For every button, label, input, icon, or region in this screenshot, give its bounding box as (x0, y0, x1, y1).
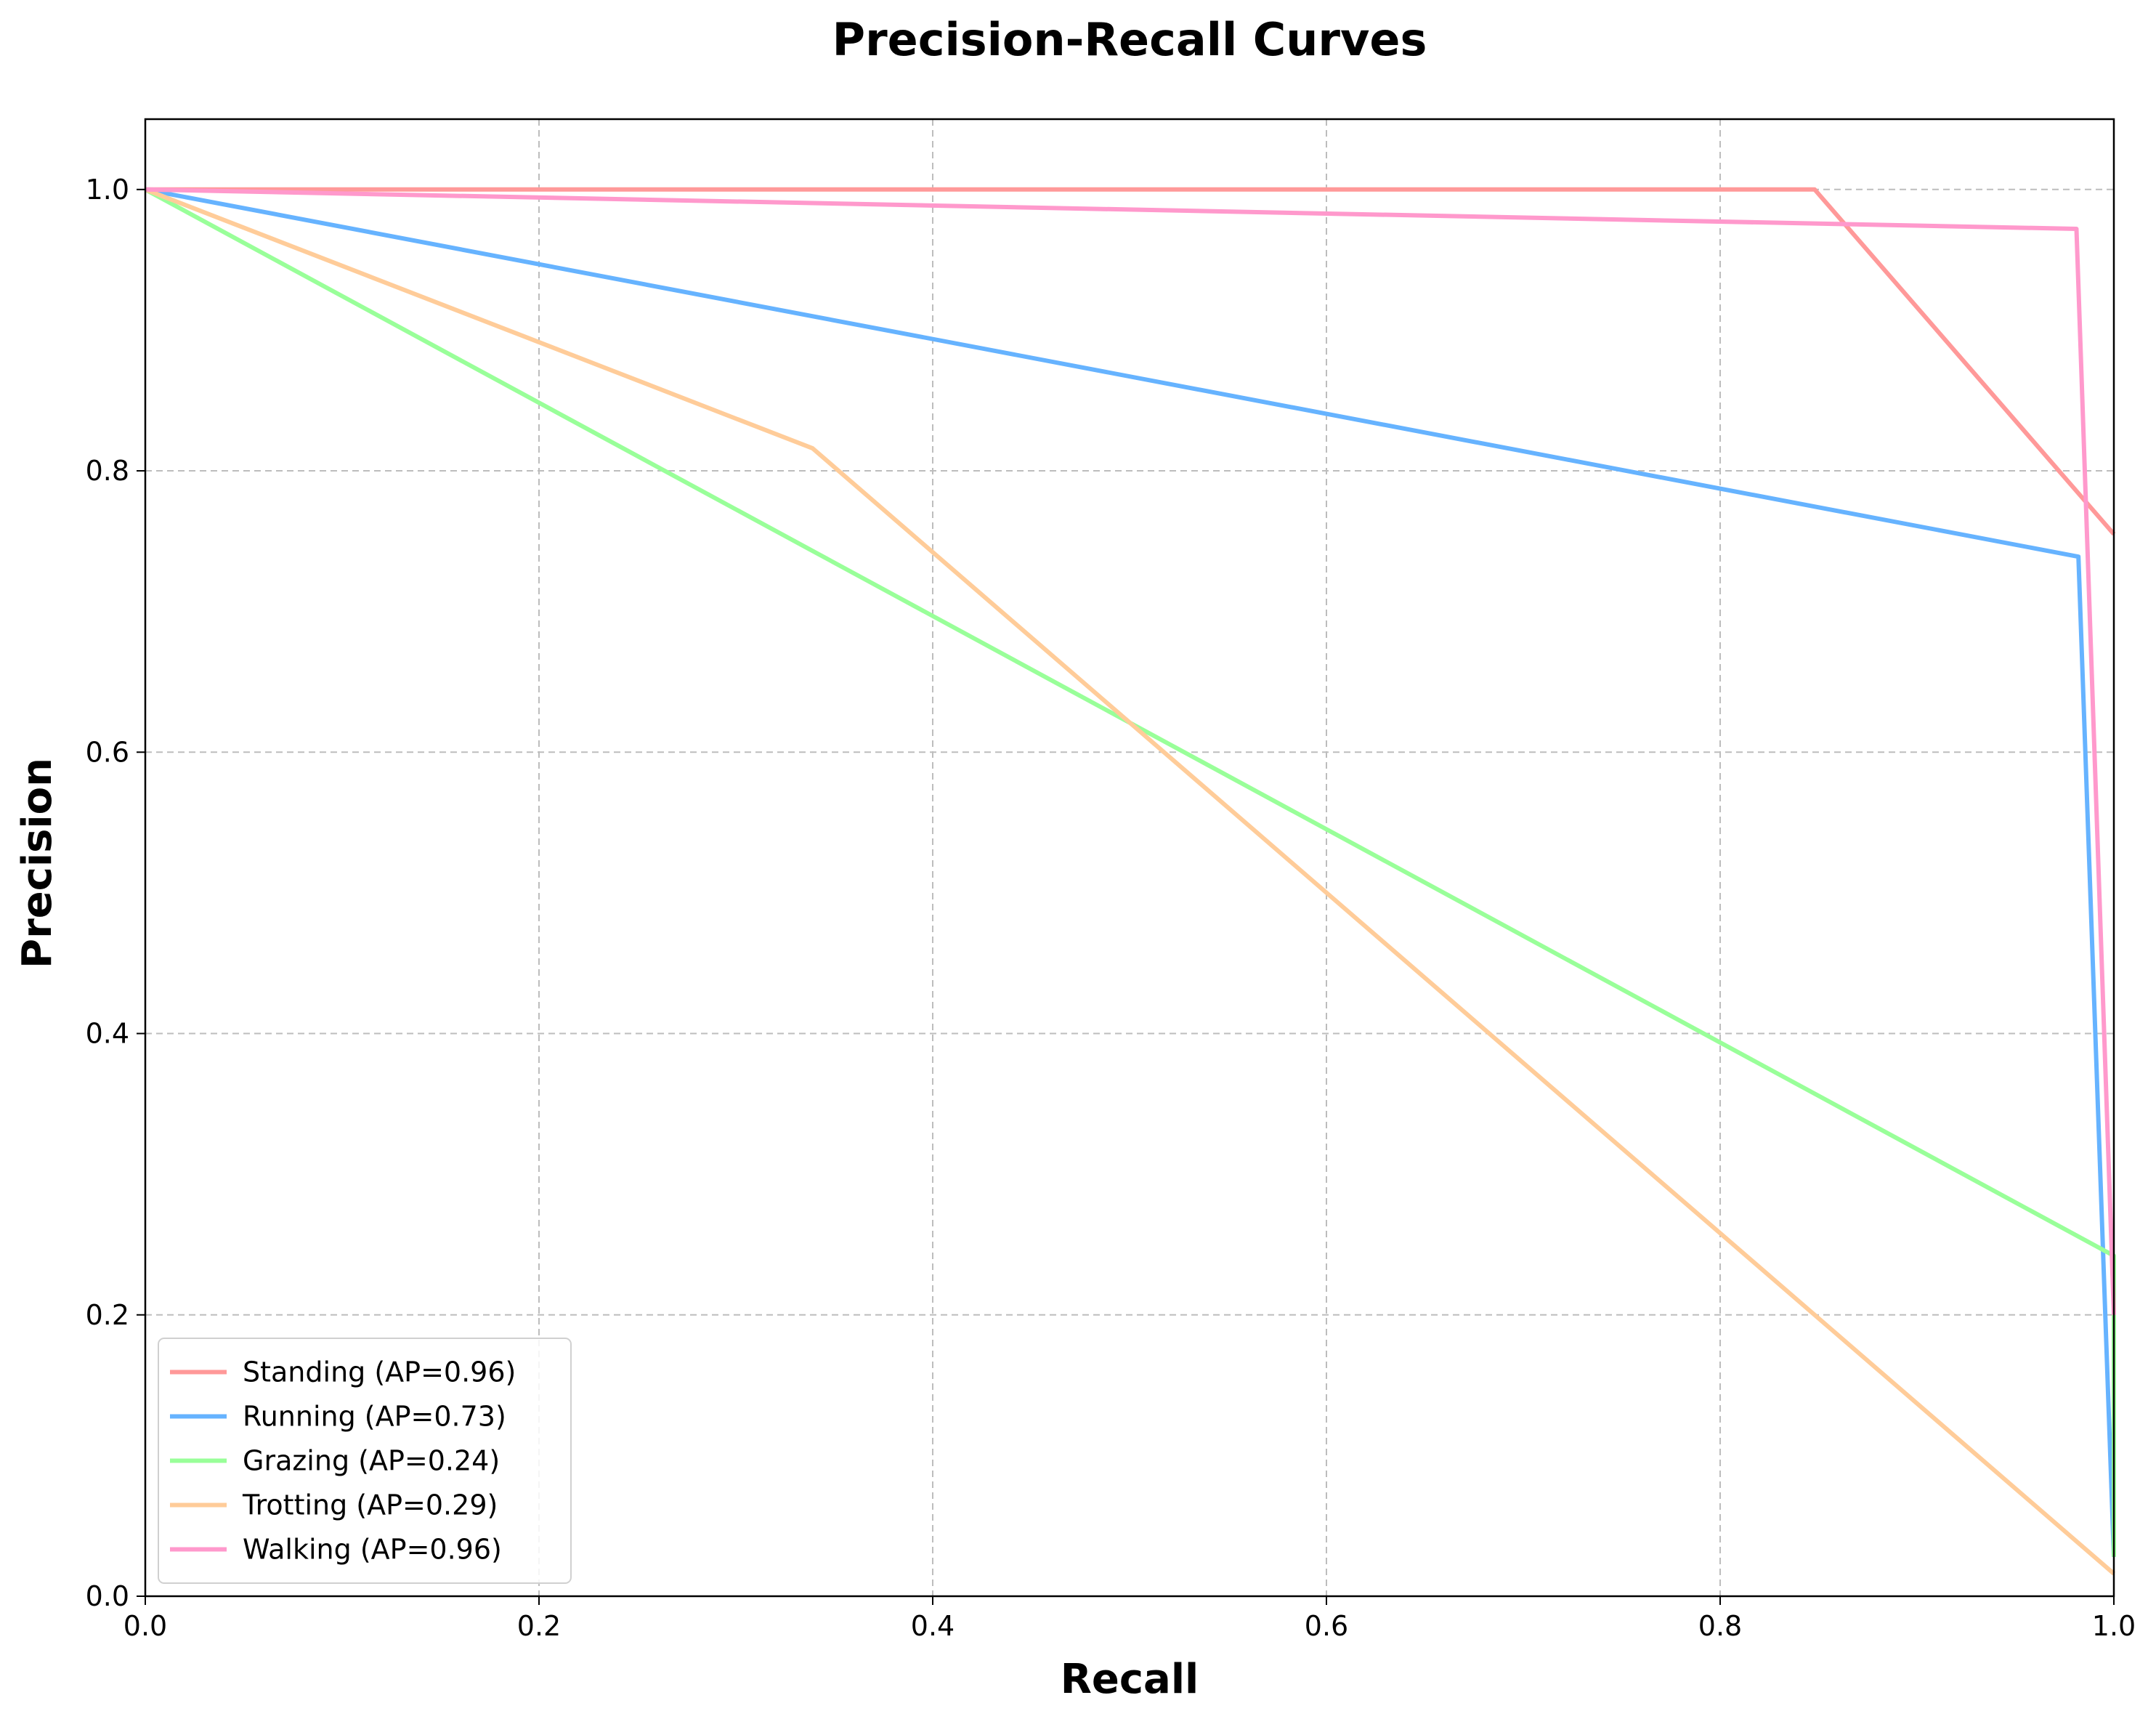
legend-label: Standing (AP=0.96) (243, 1356, 516, 1388)
x-tick-label: 0.6 (1305, 1610, 1348, 1642)
plot-frame (144, 118, 2115, 1598)
y-tick-label: 0.2 (86, 1299, 129, 1331)
y-tick-label: 0.0 (86, 1580, 129, 1612)
tick-layer: 0.0 0.2 0.4 0.6 0.8 1.0 0.0 0.2 0.4 0.6 0.8 1.0 (86, 174, 2136, 1642)
x-tick-label: 1.0 (2092, 1610, 2136, 1642)
x-axis-title: Recall (1061, 1656, 1199, 1703)
y-axis-title: Precision (14, 758, 61, 968)
series-line-4 (144, 187, 2115, 1576)
legend: Standing (AP=0.96) Running (AP=0.73) Grazi… (158, 1338, 572, 1584)
legend-label: Trotting (AP=0.29) (242, 1489, 498, 1521)
legend-label: Grazing (AP=0.24) (243, 1445, 500, 1477)
series-line-5 (145, 187, 2116, 1315)
y-tick-label: 0.6 (86, 736, 129, 768)
legend-box (158, 1338, 572, 1584)
x-tick-label: 0.4 (911, 1610, 955, 1642)
y-tick-label: 0.8 (86, 455, 129, 487)
series-line-1 (145, 187, 2116, 536)
x-tick-label: 0.8 (1698, 1610, 1742, 1642)
legend-label: Walking (AP=0.96) (243, 1534, 502, 1566)
chart-title: Precision-Recall Curves (832, 13, 1427, 66)
y-tick-label: 0.4 (86, 1018, 129, 1050)
y-tick-label: 1.0 (86, 174, 129, 206)
legend-label: Running (AP=0.73) (243, 1401, 506, 1433)
x-tick-label: 0.0 (123, 1610, 167, 1642)
series-line-2 (145, 187, 2116, 1557)
x-tick-label: 0.2 (517, 1610, 561, 1642)
